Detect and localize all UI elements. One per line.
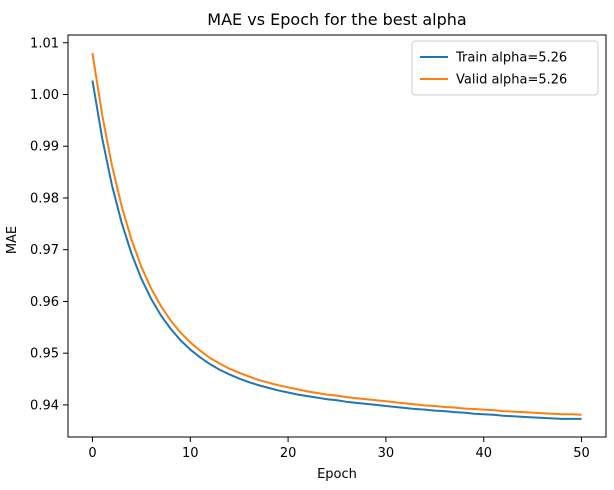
y-tick-label: 1.01: [30, 36, 59, 51]
y-tick-label: 0.99: [30, 140, 59, 155]
legend-label-1: Train alpha=5.26: [455, 51, 567, 66]
y-tick-label: 1.00: [30, 88, 59, 103]
series-line-1: [91, 80, 582, 420]
x-tick-label: 20: [280, 446, 297, 461]
legend: Train alpha=5.26 Valid alpha=5.26: [411, 40, 599, 96]
plot-frame: [67, 34, 607, 438]
y-tick-label: 0.97: [30, 243, 59, 258]
y-axis-title: MAE: [5, 226, 20, 254]
x-tick-label: 0: [88, 446, 96, 461]
plot-area: [67, 34, 607, 438]
legend-label-2: Valid alpha=5.26: [456, 73, 567, 88]
x-tick-label: 50: [573, 446, 590, 461]
y-axis: 0.94 0.95 0.96 0.97 0.98 0.99 1.00 1.01: [30, 36, 68, 413]
x-axis: 0 10 20 30 40 50: [88, 437, 590, 461]
x-tick-label: 40: [475, 446, 492, 461]
series-line-2: [91, 52, 582, 416]
y-tick-label: 0.95: [30, 347, 59, 362]
y-tick-label: 0.94: [30, 398, 59, 413]
y-tick-label: 0.96: [30, 295, 59, 310]
x-tick-label: 10: [182, 446, 199, 461]
chart-title: MAE vs Epoch for the best alpha: [207, 10, 466, 29]
x-axis-title: Epoch: [317, 467, 357, 482]
legend-box: [411, 40, 599, 96]
x-tick-label: 30: [378, 446, 395, 461]
y-tick-label: 0.98: [30, 191, 59, 206]
